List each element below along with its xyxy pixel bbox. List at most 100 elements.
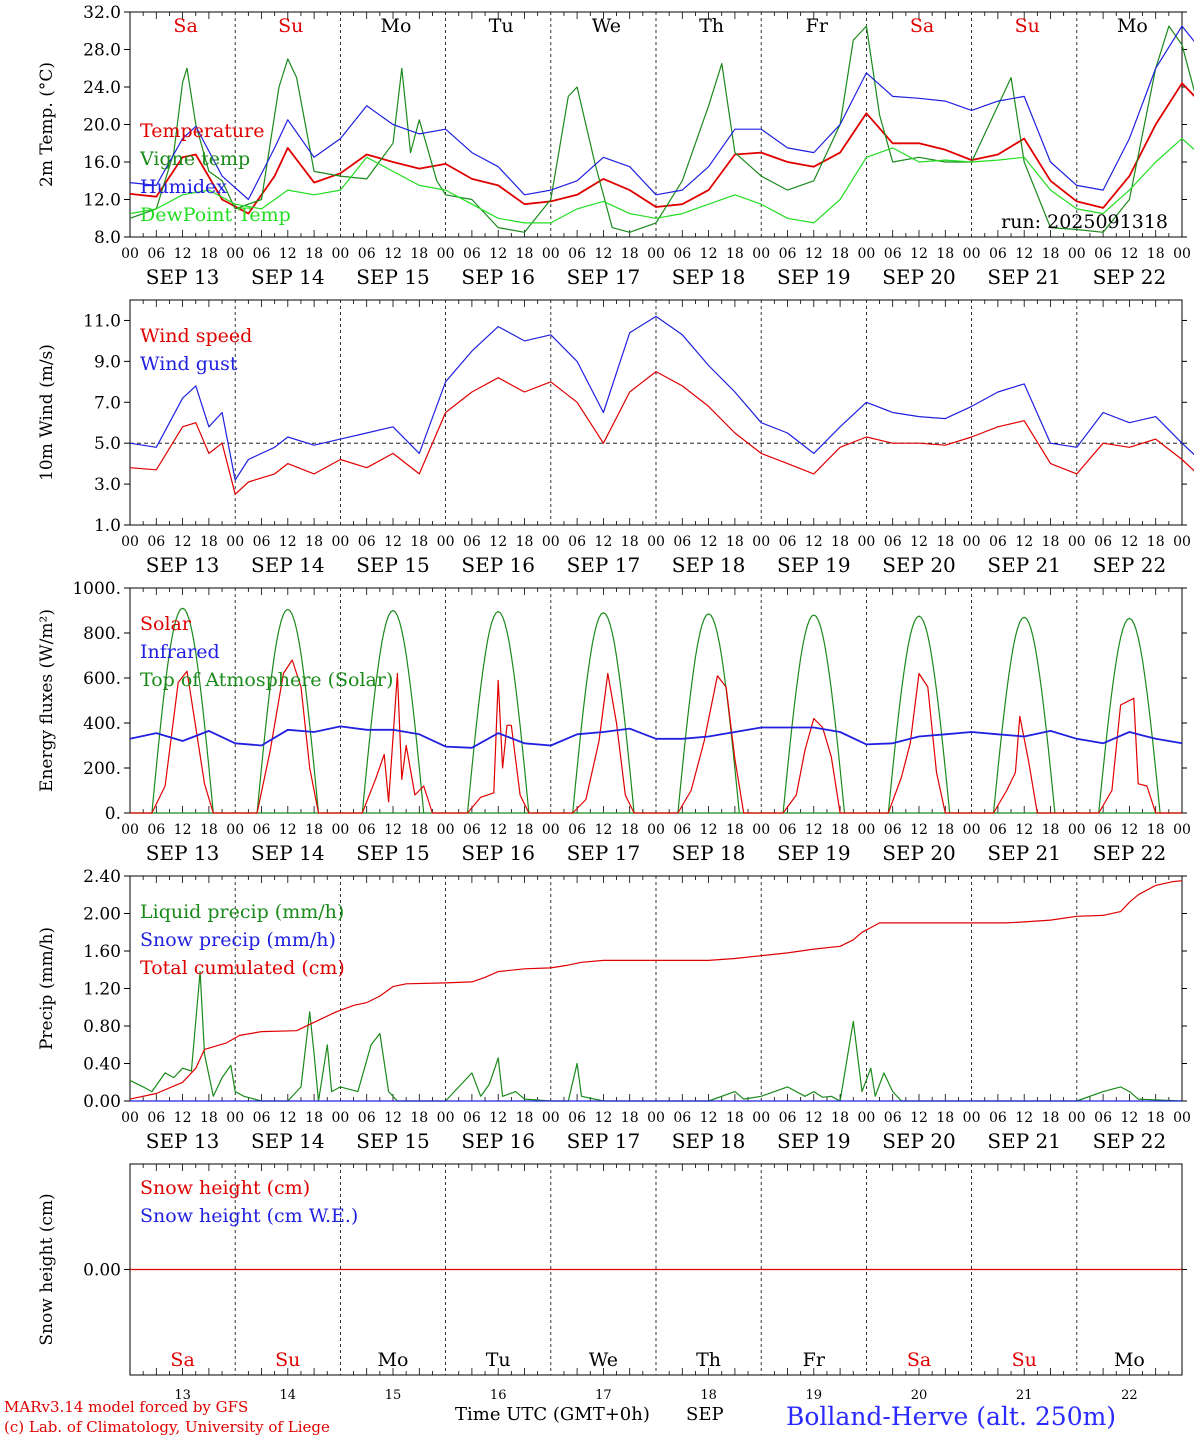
date-label: SEP 22 <box>1093 553 1167 577</box>
y-tick-label: 0.00 <box>83 1092 121 1112</box>
legend-entry: Snow height (cm) <box>140 1177 310 1199</box>
hour-tick-label: 00 <box>121 246 139 262</box>
lab-credit: (c) Lab. of Climatology, University of L… <box>4 1418 330 1436</box>
date-label: SEP 16 <box>461 1129 535 1153</box>
weekday-label: Mo <box>1117 15 1148 37</box>
toa-solar-line <box>992 616 1056 814</box>
hour-tick-label: 00 <box>542 246 560 262</box>
date-label: SEP 16 <box>461 841 535 865</box>
hour-tick-label: 00 <box>857 1110 875 1126</box>
toa-solar-line <box>677 613 740 814</box>
hour-tick-label: 00 <box>857 534 875 550</box>
plot-frame <box>129 299 1183 526</box>
weekday-label: Tu <box>489 15 514 37</box>
legend-entry: Solar <box>140 613 192 635</box>
hour-tick-label: 00 <box>647 1110 665 1126</box>
date-label: SEP 20 <box>882 841 956 865</box>
hour-tick-label: 06 <box>989 822 1007 838</box>
hour-tick-label: 00 <box>963 822 981 838</box>
legend-entry: Liquid precip (mm/h) <box>140 901 344 923</box>
hour-tick-label: 12 <box>700 1110 718 1126</box>
hour-tick-label: 12 <box>384 534 402 550</box>
hour-tick-label: 12 <box>174 534 192 550</box>
y-tick-label: 12.0 <box>83 191 121 211</box>
hour-tick-label: 00 <box>752 822 770 838</box>
hour-tick-label: 00 <box>437 246 455 262</box>
hour-tick-label: 00 <box>647 534 665 550</box>
hour-tick-label: 06 <box>147 246 165 262</box>
hour-tick-label: 06 <box>884 822 902 838</box>
hour-tick-label: 00 <box>121 822 139 838</box>
hour-tick-label: 06 <box>568 246 586 262</box>
hour-tick-label: 00 <box>331 1110 349 1126</box>
series-liquid-precip-mm-h- <box>129 970 1183 1102</box>
hour-tick-label: 12 <box>700 246 718 262</box>
hour-tick-label: 12 <box>910 1110 928 1126</box>
hour-tick-label: 06 <box>673 534 691 550</box>
weekday-label: Tu <box>486 1349 511 1371</box>
date-label: SEP 19 <box>777 841 851 865</box>
weekday-label: Su <box>1012 1349 1037 1371</box>
hour-tick-label: 12 <box>279 246 297 262</box>
hour-tick-label: 18 <box>621 822 639 838</box>
date-label: SEP 17 <box>567 841 641 865</box>
y-tick-label: 16.0 <box>83 153 121 173</box>
hour-tick-label: 18 <box>305 534 323 550</box>
y-tick-label: 1.0 <box>94 516 121 536</box>
hour-tick-label: 18 <box>410 822 428 838</box>
legend-entry: Vigne temp <box>139 148 250 170</box>
hour-tick-label: 06 <box>779 534 797 550</box>
hour-tick-label: 00 <box>331 246 349 262</box>
hour-tick-label: 00 <box>226 534 244 550</box>
hour-tick-label: 18 <box>1147 534 1165 550</box>
y-tick-label: 7.0 <box>94 393 121 413</box>
hour-tick-label: 06 <box>147 534 165 550</box>
hour-tick-label: 12 <box>805 822 823 838</box>
weekday-label: We <box>589 1349 618 1371</box>
y-axis-label: Energy fluxes (W/m²) <box>37 609 57 792</box>
date-label: SEP 21 <box>987 553 1061 577</box>
hour-tick-label: 00 <box>1173 822 1191 838</box>
hour-tick-label: 06 <box>463 822 481 838</box>
y-tick-label: 2.00 <box>83 905 121 925</box>
hour-tick-label: 18 <box>305 822 323 838</box>
y-tick-label: 600. <box>83 669 121 689</box>
series-vigne-temp <box>129 25 1194 233</box>
hour-tick-label: 18 <box>516 822 534 838</box>
weekday-label: Mo <box>1114 1349 1145 1371</box>
hour-tick-label: 06 <box>884 1110 902 1126</box>
legend-entry: Wind gust <box>140 353 238 375</box>
date-label: SEP 17 <box>567 1129 641 1153</box>
hour-tick-label: 00 <box>542 534 560 550</box>
weekday-label: Mo <box>378 1349 409 1371</box>
hour-tick-label: 18 <box>726 1110 744 1126</box>
hour-tick-label: 00 <box>437 534 455 550</box>
y-tick-label: 5.0 <box>94 434 121 454</box>
day-number-label: 22 <box>1121 1388 1138 1403</box>
hour-tick-label: 18 <box>1147 246 1165 262</box>
hour-tick-label: 00 <box>752 534 770 550</box>
hour-tick-label: 06 <box>568 534 586 550</box>
hour-tick-label: 06 <box>884 246 902 262</box>
date-label: SEP 19 <box>777 553 851 577</box>
hour-tick-label: 00 <box>647 246 665 262</box>
series-temperature <box>129 82 1194 215</box>
hour-tick-label: 00 <box>1173 534 1191 550</box>
hour-tick-label: 18 <box>1042 534 1060 550</box>
chart-panel-3: 0. 200. 400. 600. 800. 1000. Energy fluxes (W/… <box>37 579 1191 865</box>
hour-tick-label: 18 <box>1042 1110 1060 1126</box>
hour-tick-label: 00 <box>857 822 875 838</box>
day-number-label: 17 <box>595 1388 612 1403</box>
date-label: SEP 21 <box>987 1129 1061 1153</box>
date-label: SEP 19 <box>777 1129 851 1153</box>
hour-tick-label: 18 <box>726 534 744 550</box>
hour-tick-label: 18 <box>410 246 428 262</box>
hour-tick-label: 18 <box>200 1110 218 1126</box>
hour-tick-label: 06 <box>779 1110 797 1126</box>
hour-tick-label: 06 <box>673 822 691 838</box>
hour-tick-label: 12 <box>1015 822 1033 838</box>
hour-tick-label: 06 <box>358 1110 376 1126</box>
y-tick-label: 24.0 <box>83 78 121 98</box>
date-label: SEP 20 <box>882 553 956 577</box>
